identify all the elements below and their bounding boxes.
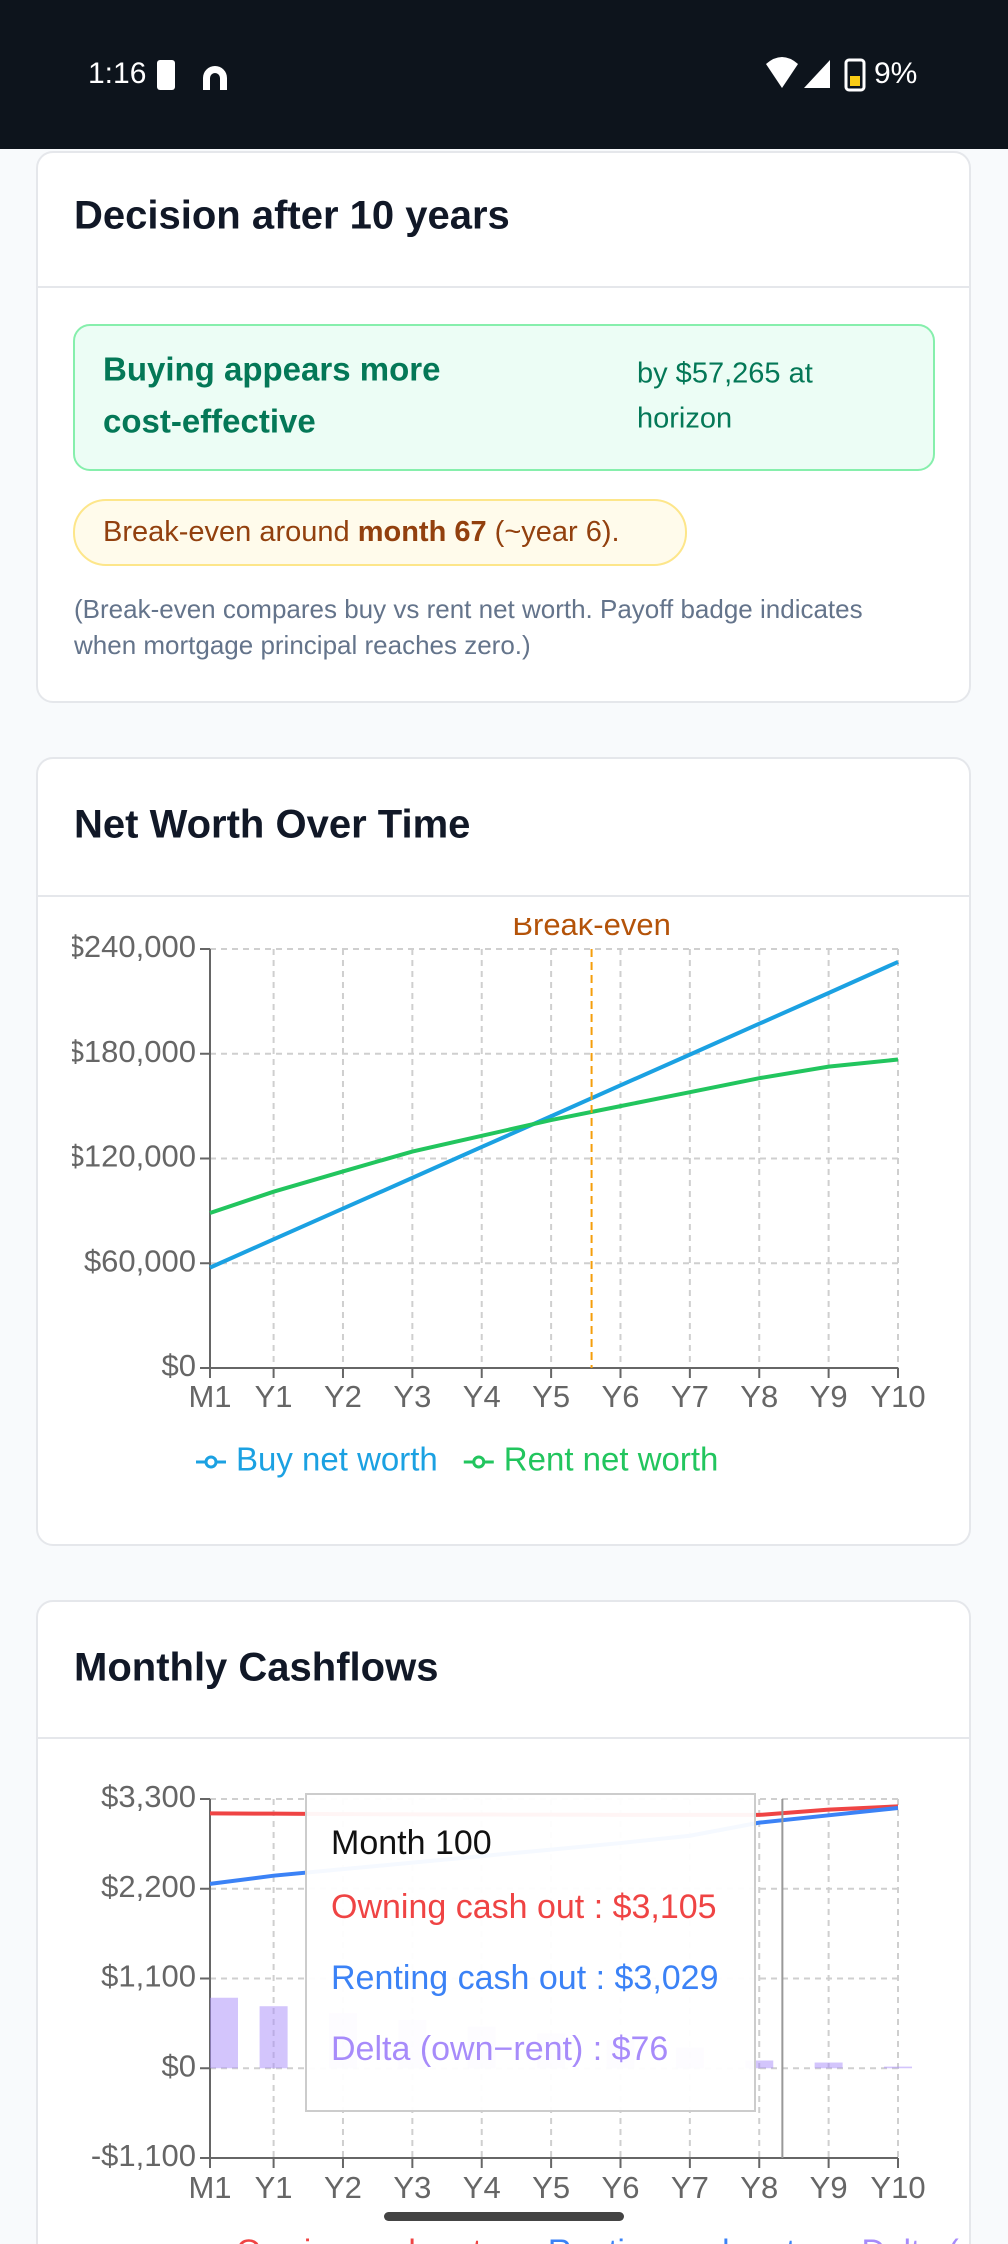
- x-tick-label: Y3: [393, 2170, 431, 2205]
- net-worth-chart: $0 $60,000 $120,000 $180,000 $240,000 M1 Y1 Y2 Y…: [67, 907, 926, 1478]
- card-title: Net Worth Over Time: [74, 803, 470, 847]
- x-tick-label: Y9: [810, 1379, 848, 1414]
- note-text: when mortgage principal reaches zero.): [73, 630, 531, 660]
- margin-text: by $57,265 at: [637, 358, 813, 390]
- legend-label: Renting cash out: [548, 2233, 796, 2244]
- card-title: Decision after 10 years: [74, 194, 510, 238]
- x-tick-label: Y1: [255, 2170, 293, 2205]
- battery-saver-icon: [157, 60, 175, 90]
- break-even-label: Break-even: [512, 907, 671, 942]
- battery-icon: [844, 58, 866, 92]
- y-tick-label: $0: [162, 2048, 196, 2083]
- break-even-pill: [73, 499, 687, 566]
- x-tick-label: Y5: [532, 1379, 570, 1414]
- x-tick-label: Y2: [324, 2170, 362, 2205]
- verdict-text: cost-effective: [103, 403, 316, 440]
- legend-label: Delta (own−rent): [861, 2233, 1008, 2244]
- verdict-box: [73, 324, 935, 471]
- signal-icon: [804, 60, 830, 88]
- y-tick-label: $2,200: [101, 1869, 196, 1904]
- x-tick-label: Y10: [870, 2170, 925, 2205]
- note-text: (Break-even compares buy vs rent net wor…: [74, 594, 863, 624]
- card-title: Monthly Cashflows: [74, 1646, 438, 1690]
- legend-marker: [472, 1455, 486, 1469]
- y-tick-label: $60,000: [84, 1243, 196, 1278]
- battery-level: [850, 76, 860, 86]
- bar: [745, 2060, 774, 2069]
- home-indicator: [384, 2212, 624, 2221]
- x-tick-label: Y9: [810, 2170, 848, 2205]
- line: [209, 960, 899, 1270]
- break-even-text: Break-even around month 67 (~year 6).: [103, 516, 620, 548]
- y-tick-label: $0: [162, 1348, 196, 1383]
- status-time: 1:16: [88, 57, 146, 90]
- bar: [210, 1997, 238, 2069]
- bar: [884, 2066, 912, 2069]
- y-tick-label: $1,100: [101, 1959, 196, 1994]
- bar: [814, 2062, 843, 2069]
- legend-label: Buy net worth: [236, 1441, 438, 1478]
- wifi-icon: [766, 57, 798, 88]
- line: [209, 1057, 899, 1215]
- x-tick-label: Y8: [740, 1379, 778, 1414]
- x-tick-label: Y6: [602, 2170, 640, 2205]
- x-tick-label: Y10: [870, 1379, 925, 1414]
- verdict-text: Buying appears more: [103, 351, 440, 388]
- x-tick-label: Y7: [671, 2170, 709, 2205]
- y-tick-label: -$1,100: [91, 2138, 196, 2173]
- y-tick-label: $180,000: [67, 1034, 196, 1069]
- x-tick-label: M1: [188, 2170, 231, 2205]
- y-tick-label: $3,300: [101, 1779, 196, 1814]
- tooltip-item: Owning cash out : $3,105: [331, 1888, 717, 1926]
- x-tick-label: Y8: [740, 2170, 778, 2205]
- x-tick-label: Y4: [463, 2170, 501, 2205]
- tooltip: [305, 1793, 756, 2112]
- x-tick-label: Y4: [463, 1379, 501, 1414]
- battery-percent: 9%: [874, 57, 917, 90]
- x-tick-label: Y6: [602, 1379, 640, 1414]
- net-worth-card: [36, 757, 971, 1546]
- x-tick-label: Y5: [532, 2170, 570, 2205]
- legend-label: Rent net worth: [504, 1441, 719, 1478]
- cashflow-chart: -$1,100 $0 $1,100 $2,200 $3,300 M1 Y1 Y2 Y3 Y4 Y5 Y…: [91, 1779, 1008, 2244]
- legend-marker: [204, 1455, 218, 1469]
- tooltip-title: Month 100: [331, 1824, 492, 1862]
- break-even-suffix: (~year 6).: [487, 516, 620, 548]
- tooltip-item: Renting cash out : $3,029: [331, 1959, 719, 1997]
- break-even-prefix: Break-even around: [103, 516, 358, 548]
- tooltip-item: Delta (own−rent) : $76: [331, 2030, 668, 2068]
- margin-text: horizon: [637, 403, 732, 435]
- x-tick-label: M1: [188, 1379, 231, 1414]
- headset-icon: [203, 66, 227, 90]
- x-tick-label: Y1: [255, 1379, 293, 1414]
- y-tick-label: $120,000: [67, 1139, 196, 1174]
- x-tick-label: Y7: [671, 1379, 709, 1414]
- bar: [259, 2006, 288, 2069]
- y-tick-label: $240,000: [67, 929, 196, 964]
- break-even-month: month 67: [358, 516, 487, 548]
- legend-label: Owning cash out: [236, 2233, 482, 2244]
- status-bar: [0, 0, 1008, 149]
- x-tick-label: Y2: [324, 1379, 362, 1414]
- x-tick-label: Y3: [393, 1379, 431, 1414]
